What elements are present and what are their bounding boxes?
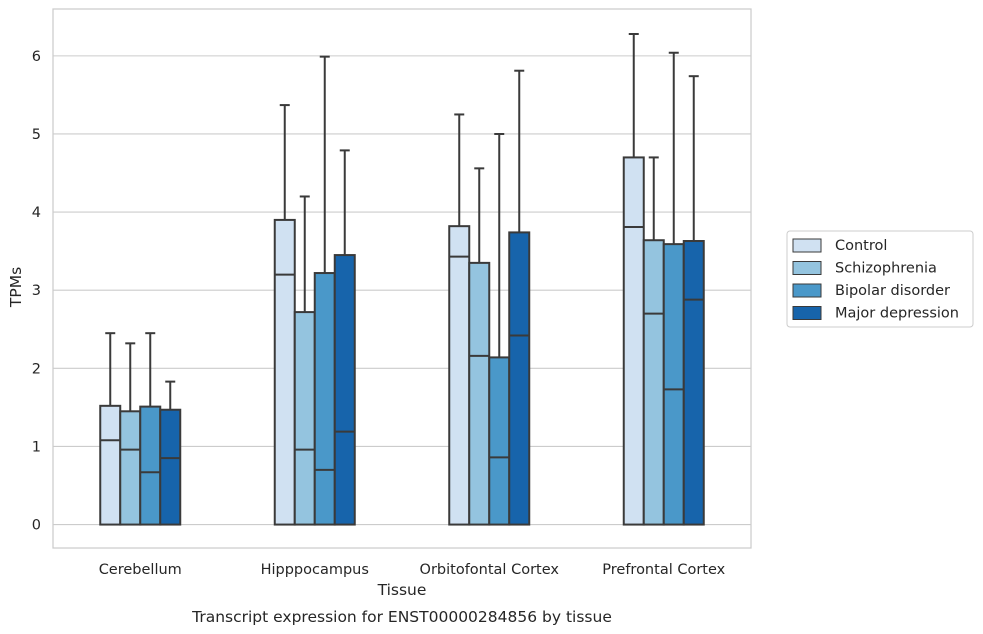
- box-0-0: [99, 332, 122, 526]
- box-rect: [642, 239, 665, 526]
- box-rect: [488, 356, 511, 526]
- chart-marks: [99, 32, 705, 526]
- box-2-0: [448, 113, 471, 526]
- legend-label: Schizophrenia: [835, 261, 937, 277]
- x-axis-label: Tissue: [377, 581, 427, 599]
- box-rect: [273, 218, 296, 526]
- box-1-1: [293, 195, 316, 526]
- box-rect: [508, 231, 531, 526]
- y-tick-label: 3: [32, 283, 41, 299]
- y-tick-label: 0: [32, 518, 41, 534]
- box-rect: [448, 225, 471, 526]
- box-rect: [119, 410, 142, 526]
- box-rect: [139, 405, 162, 526]
- x-tick-labels: Cerebellum Hipppocampus Orbitofontal Corte…: [99, 562, 726, 578]
- y-tick-label: 2: [32, 361, 41, 377]
- box-3-0: [622, 32, 645, 526]
- y-tick-label: 6: [32, 49, 41, 65]
- x-tick-label: Orbitofontal Cortex: [420, 562, 560, 578]
- y-tick-label: 5: [32, 127, 41, 143]
- y-tick-label: 4: [32, 205, 41, 221]
- box-rect: [313, 272, 336, 526]
- box-3-3: [682, 75, 705, 526]
- box-2-2: [488, 132, 511, 526]
- legend-swatch: [792, 306, 822, 320]
- box-rect: [293, 311, 316, 526]
- box-1-2: [313, 55, 336, 526]
- legend: Control Schizophrenia Bipolar disorder Majo…: [786, 230, 974, 328]
- y-tick-label: 1: [32, 439, 41, 455]
- legend-label: Bipolar disorder: [835, 283, 950, 299]
- legend-swatch: [792, 238, 822, 253]
- box-2-3: [508, 69, 531, 526]
- x-tick-label: Hipppocampus: [261, 562, 369, 578]
- plot-frame: [52, 8, 752, 549]
- box-0-3: [159, 380, 182, 526]
- box-3-1: [642, 156, 665, 526]
- box-rect: [99, 404, 122, 526]
- box-3-2: [662, 51, 685, 526]
- x-tick-label: Prefrontal Cortex: [602, 562, 725, 578]
- box-rect: [333, 254, 356, 526]
- box-rect: [662, 243, 685, 526]
- legend-label: Major depression: [835, 306, 959, 322]
- legend-swatch: [792, 283, 822, 298]
- legend-frame: [786, 230, 974, 328]
- box-rect: [682, 240, 705, 526]
- box-rect: [159, 408, 182, 526]
- legend-swatch: [792, 261, 822, 275]
- box-0-1: [119, 342, 142, 526]
- box-rect: [468, 261, 491, 526]
- y-axis-label: TPMs: [7, 267, 25, 308]
- legend-label: Control: [835, 238, 887, 254]
- box-0-2: [139, 332, 162, 526]
- x-tick-label: Cerebellum: [99, 562, 182, 578]
- y-tick-labels: 0 1 2 3 4 5 6: [32, 49, 41, 534]
- box-2-1: [468, 167, 491, 526]
- box-1-3: [333, 149, 356, 526]
- box-1-0: [273, 104, 296, 526]
- box-rect: [622, 156, 645, 526]
- chart-caption: Transcript expression for ENST0000028485…: [191, 608, 612, 626]
